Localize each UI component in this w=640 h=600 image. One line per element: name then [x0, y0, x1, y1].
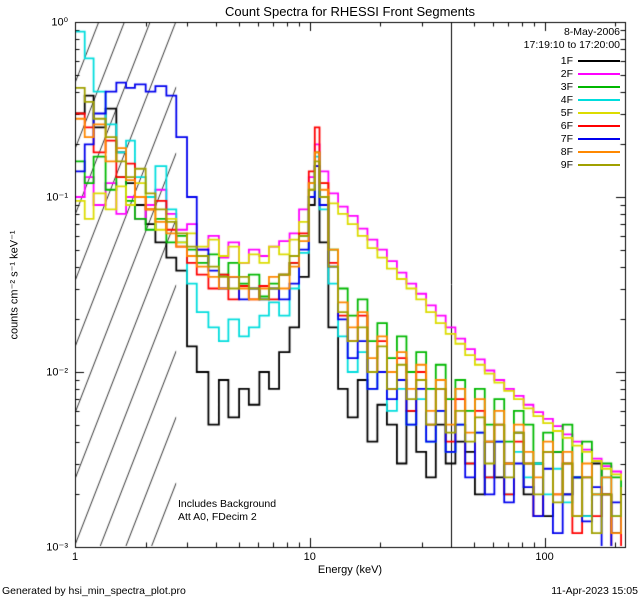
legend-swatch — [578, 163, 620, 166]
legend-item: 2F — [561, 67, 620, 80]
legend-label: 4F — [560, 93, 573, 106]
legend-label: 7F — [560, 132, 573, 145]
page-title: Count Spectra for RHESSI Front Segments — [225, 4, 475, 19]
legend-swatch — [578, 98, 620, 101]
legend-item: 7F — [561, 132, 620, 145]
y-axis-label: counts cm⁻² s⁻¹ keV⁻¹ — [8, 230, 21, 340]
legend-label: 6F — [560, 119, 573, 132]
legend-swatch — [578, 137, 620, 140]
x-tick-label: 10 — [303, 551, 316, 563]
legend-swatch — [578, 85, 620, 88]
note-includes-background: Includes Background — [178, 498, 277, 510]
x-tick-label: 1 — [71, 551, 79, 563]
legend-swatch — [578, 150, 620, 153]
legend-swatch — [578, 72, 620, 75]
legend-label: 5F — [560, 106, 573, 119]
legend-item: 8F — [561, 145, 620, 158]
legend-item: 5F — [561, 106, 620, 119]
note-attenuator-state: Att A0, FDecim 2 — [178, 511, 257, 523]
observation-date: 8-May-2006 — [563, 26, 620, 38]
legend: 1F 2F 3F 4F 5F 6F 7F 8F 9F — [561, 54, 620, 171]
legend-item: 4F — [561, 93, 620, 106]
legend-swatch — [578, 59, 620, 62]
y-tick-label: 10⁻¹ — [46, 191, 68, 204]
plot-timestamp: 11-Apr-2023 15:05 — [551, 585, 638, 597]
y-tick-label: 10⁰ — [51, 16, 68, 29]
legend-item: 1F — [561, 54, 620, 67]
x-tick-label: 100 — [535, 551, 554, 563]
legend-swatch — [578, 111, 620, 114]
generator-credit: Generated by hsi_min_spectra_plot.pro — [2, 585, 186, 597]
legend-label: 1F — [560, 54, 573, 67]
legend-swatch — [578, 124, 620, 127]
legend-item: 9F — [561, 158, 620, 171]
legend-label: 9F — [560, 158, 573, 171]
x-axis-label: Energy (keV) — [317, 564, 383, 576]
observation-time-range: 17:19:10 to 17:20:00 — [523, 39, 620, 51]
y-tick-label: 10⁻³ — [46, 541, 68, 554]
legend-item: 3F — [561, 80, 620, 93]
legend-label: 8F — [560, 145, 573, 158]
legend-label: 2F — [560, 67, 573, 80]
legend-item: 6F — [561, 119, 620, 132]
legend-label: 3F — [560, 80, 573, 93]
y-tick-label: 10⁻² — [46, 366, 68, 379]
